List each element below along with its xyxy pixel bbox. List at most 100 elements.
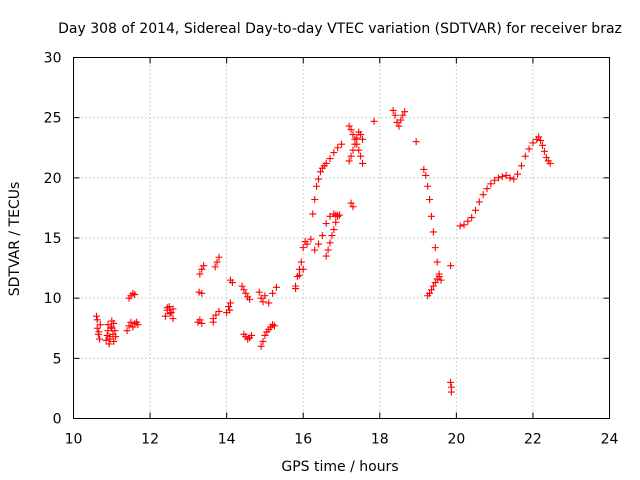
data-points — [92, 106, 554, 396]
data-point-marker — [246, 295, 254, 303]
data-point-marker — [332, 218, 340, 226]
x-tick-label: 14 — [218, 432, 236, 448]
x-tick-label: 10 — [65, 432, 83, 448]
y-axis-label: SDTVAR / TECUs — [7, 182, 23, 297]
data-point-marker — [200, 262, 208, 270]
data-point-marker — [169, 315, 177, 323]
data-point-marker — [167, 309, 175, 317]
data-point-marker — [435, 273, 443, 281]
data-point-marker — [110, 319, 118, 327]
data-point-marker — [429, 228, 437, 236]
data-point-marker — [399, 111, 407, 119]
data-point-marker — [271, 322, 278, 330]
data-point-marker — [292, 282, 300, 290]
x-tick-label: 12 — [141, 432, 159, 448]
data-point-marker — [255, 288, 263, 296]
data-point-marker — [427, 286, 435, 294]
data-point-marker — [131, 291, 139, 299]
data-point-marker — [259, 298, 267, 306]
data-point-marker — [447, 388, 455, 396]
data-point-marker — [334, 211, 342, 219]
data-point-marker — [546, 159, 554, 167]
data-point-marker — [211, 263, 219, 271]
data-point-marker — [506, 174, 514, 182]
data-point-marker — [491, 176, 499, 184]
data-point-marker — [316, 168, 324, 176]
data-point-marker — [299, 265, 307, 273]
data-point-marker — [272, 283, 280, 291]
data-point-marker — [502, 171, 510, 179]
data-point-marker — [315, 175, 323, 183]
data-point-marker — [311, 246, 319, 254]
data-point-marker — [265, 299, 273, 307]
data-point-marker — [483, 185, 491, 193]
data-point-marker — [487, 180, 495, 188]
data-point-marker — [311, 195, 319, 203]
data-point-marker — [345, 122, 353, 130]
data-point-marker — [161, 312, 169, 320]
data-point-marker — [299, 244, 307, 252]
x-tick-label: 18 — [371, 432, 389, 448]
data-point-marker — [225, 303, 233, 311]
data-point-marker — [498, 173, 506, 181]
data-point-marker — [104, 321, 112, 329]
data-point-marker — [349, 203, 357, 211]
data-point-marker — [226, 306, 234, 314]
data-point-marker — [351, 140, 359, 148]
data-point-marker — [326, 239, 334, 247]
data-point-marker — [349, 131, 357, 139]
x-tick-label: 16 — [294, 432, 312, 448]
data-point-marker — [359, 135, 367, 143]
data-point-marker — [322, 159, 330, 167]
data-point-marker — [307, 235, 315, 243]
data-point-marker — [347, 126, 355, 134]
data-point-marker — [395, 122, 403, 130]
data-point-marker — [521, 152, 529, 160]
data-point-marker — [240, 286, 248, 294]
data-point-marker — [529, 139, 537, 147]
data-point-marker — [359, 159, 367, 167]
data-point-marker — [315, 240, 323, 248]
data-point-marker — [334, 144, 342, 152]
data-point-marker — [93, 324, 101, 332]
data-point-marker — [429, 282, 437, 290]
data-point-marker — [393, 118, 401, 126]
chart-title: Day 308 of 2014, Sidereal Day-to-day VTE… — [58, 21, 622, 37]
data-point-marker — [198, 265, 206, 273]
data-point-marker — [472, 206, 479, 214]
data-point-marker — [427, 212, 435, 220]
data-point-marker — [215, 307, 223, 315]
data-point-marker — [318, 232, 326, 240]
y-tick-label: 25 — [44, 111, 62, 127]
data-point-marker — [525, 145, 533, 153]
data-point-marker — [433, 258, 441, 266]
data-point-marker — [123, 327, 131, 335]
data-point-marker — [345, 157, 353, 165]
data-point-marker — [330, 226, 338, 234]
data-point-marker — [196, 316, 204, 324]
data-point-marker — [540, 147, 548, 155]
x-tick-label: 20 — [447, 432, 465, 448]
data-point-marker — [198, 319, 206, 327]
grid — [73, 57, 610, 419]
data-point-marker — [134, 321, 142, 329]
data-point-marker — [338, 140, 345, 148]
data-point-marker — [464, 217, 472, 225]
data-point-marker — [248, 331, 256, 339]
data-point-marker — [105, 340, 113, 348]
data-point-marker — [510, 175, 518, 183]
data-point-marker — [456, 222, 464, 230]
data-point-marker — [125, 322, 133, 330]
data-point-marker — [295, 271, 303, 279]
data-point-marker — [426, 289, 434, 297]
data-point-marker — [401, 108, 409, 116]
y-tick-label: 30 — [44, 51, 62, 67]
data-point-marker — [475, 198, 483, 206]
data-point-marker — [397, 116, 405, 124]
data-point-marker — [166, 310, 174, 318]
data-point-marker — [424, 182, 432, 190]
data-point-marker — [494, 174, 502, 182]
data-point-marker — [257, 342, 265, 350]
data-point-marker — [96, 321, 104, 329]
data-point-marker — [324, 246, 332, 254]
